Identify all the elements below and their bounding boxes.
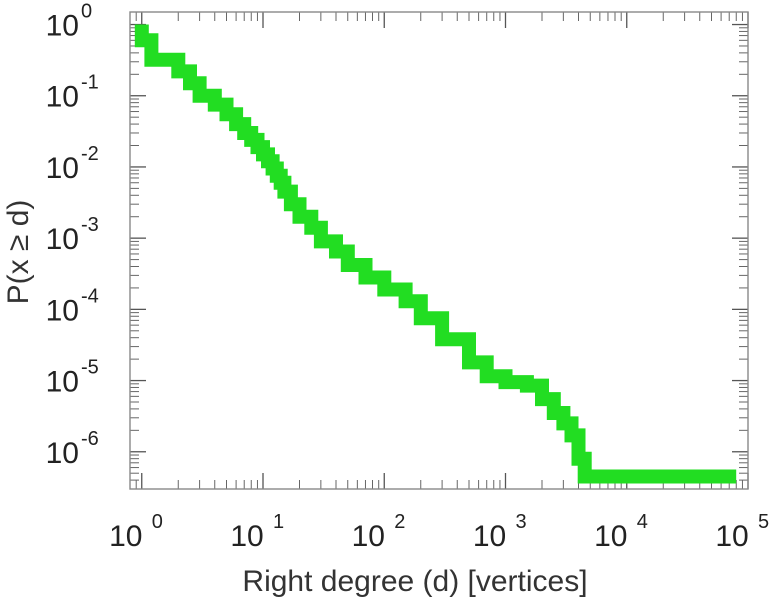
plot-frame (129, 11, 749, 490)
y-tick-label: 10 -3 (46, 214, 99, 256)
y-tick-base: 10 (46, 152, 79, 185)
x-tick-base: 10 (594, 520, 627, 553)
x-tick-label: 10 0 (109, 511, 163, 553)
y-tick-label: 10 -6 (46, 428, 99, 470)
x-tick-label: 10 5 (715, 511, 769, 553)
y-tick-exponent: -1 (81, 72, 99, 94)
y-tick-exponent: -4 (81, 285, 99, 307)
y-tick-base: 10 (46, 437, 79, 470)
x-tick-base: 10 (230, 520, 263, 553)
x-tick-label: 10 3 (473, 511, 527, 553)
x-tick-base: 10 (715, 520, 748, 553)
x-tick-label: 10 4 (594, 511, 648, 553)
y-tick-label: 10 -4 (46, 285, 99, 327)
ticks-layer (129, 12, 749, 490)
y-tick-base: 10 (46, 294, 79, 327)
y-tick-base: 10 (46, 366, 79, 399)
x-tick-base: 10 (109, 520, 142, 553)
series-line (134, 24, 737, 484)
x-tick-label: 10 1 (230, 511, 284, 553)
y-tick-label: 10 0 (46, 1, 93, 43)
y-tick-label: 10 -5 (46, 357, 99, 399)
x-tick-exponent: 4 (637, 511, 648, 533)
x-tick-exponent: 0 (152, 511, 163, 533)
x-axis-title: Right degree (d) [vertices] (242, 565, 587, 598)
y-tick-exponent: -3 (81, 214, 99, 236)
series-layer (134, 24, 737, 484)
x-tick-exponent: 3 (516, 511, 527, 533)
x-tick-exponent: 2 (394, 511, 405, 533)
x-tick-base: 10 (352, 520, 385, 553)
y-tick-exponent: -2 (81, 143, 99, 165)
tick-labels-layer: 10 0 10 1 10 2 10 3 10 4 10 510 010 -110 -210 -310 -410-… (46, 1, 770, 553)
x-tick-exponent: 1 (273, 511, 284, 533)
y-tick-exponent: -5 (81, 357, 99, 379)
y-tick-label: 10 -1 (46, 72, 99, 114)
x-tick-label: 10 2 (352, 511, 406, 553)
y-tick-base: 10 (46, 10, 79, 43)
y-tick-exponent: 0 (81, 1, 92, 23)
y-tick-base: 10 (46, 223, 79, 256)
x-tick-exponent: 5 (758, 511, 769, 533)
x-tick-base: 10 (473, 520, 506, 553)
y-tick-label: 10 -2 (46, 143, 99, 185)
y-tick-exponent: -6 (81, 428, 99, 450)
y-axis-title: P(x ≥ d) (2, 200, 35, 305)
y-tick-base: 10 (46, 81, 79, 114)
